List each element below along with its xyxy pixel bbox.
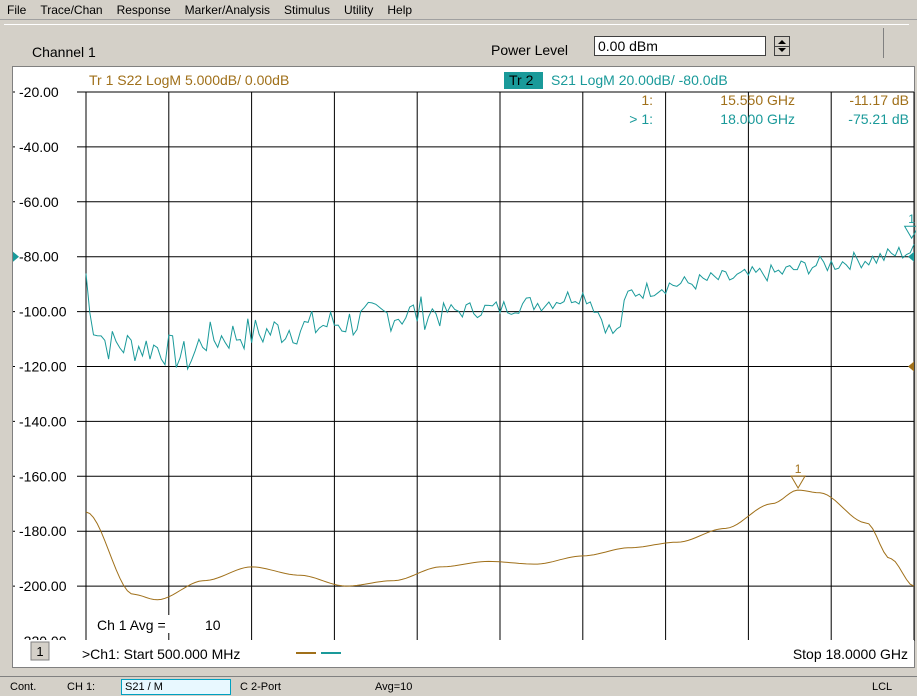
status-trace: S21 / M xyxy=(125,681,163,693)
power-level-label: Power Level xyxy=(491,42,569,58)
marker-triangle-icon[interactable] xyxy=(790,475,806,490)
toolbar-divider-right xyxy=(883,28,884,58)
y-tick-label: -140.00 xyxy=(19,413,67,429)
status-channel: CH 1: xyxy=(67,681,96,693)
ref-arrow-s22-right-icon xyxy=(908,361,914,372)
status-calibration: C 2-Port xyxy=(240,681,281,693)
marker-triangle-icon[interactable] xyxy=(903,225,916,240)
y-tick-label: -120.00 xyxy=(19,359,67,375)
trace-s21-line xyxy=(85,244,915,371)
y-tick-label: -20.00 xyxy=(19,84,59,100)
marker1-flag-label: 1 xyxy=(795,462,802,476)
menu-stimulus[interactable]: Stimulus xyxy=(284,2,331,17)
y-tick-label-bg xyxy=(15,357,77,376)
menu-utility[interactable]: Utility xyxy=(344,2,374,17)
marker2-flag-label: 1 xyxy=(908,212,915,226)
status-trace-box[interactable] xyxy=(121,679,231,695)
marker2-frequency: 18.000 GHz xyxy=(720,111,795,127)
measurement-plot[interactable]: -20.00 -40.00 -60.00 -80.00 -100.00 -120.00 -1… xyxy=(13,67,916,669)
stop-frequency[interactable]: Stop 18.0000 GHz xyxy=(793,646,908,662)
power-level-input[interactable]: 0.00 dBm xyxy=(594,36,766,56)
spin-up-icon[interactable] xyxy=(778,40,786,44)
y-tick-label-bg xyxy=(15,137,77,156)
marker2-id: > 1: xyxy=(629,111,653,127)
y-tick-label-bg xyxy=(15,467,77,486)
y-tick-label-bg xyxy=(15,412,77,431)
plot-grid xyxy=(13,91,915,642)
power-level-spinner[interactable] xyxy=(774,36,790,56)
trace2-box-label: Tr 2 xyxy=(509,72,534,88)
menu-file[interactable]: File xyxy=(7,2,27,17)
y-tick-label: -180.00 xyxy=(19,523,67,539)
y-tick-label: -160.00 xyxy=(19,468,67,484)
spin-down-icon[interactable] xyxy=(778,48,786,52)
avg-label-bg xyxy=(89,615,239,633)
ref-arrow-s21-left-icon xyxy=(13,251,19,262)
y-tick-label: -200.00 xyxy=(19,578,67,594)
toolbar: Channel 1 Power Level 0.00 dBm xyxy=(0,20,917,66)
footer-strip xyxy=(13,640,914,667)
avg-value: 10 xyxy=(205,617,221,633)
trace1-label[interactable]: Tr 1 S22 LogM 5.000dB/ 0.00dB xyxy=(89,72,289,88)
avg-label: Ch 1 Avg = xyxy=(97,617,166,633)
status-local: LCL xyxy=(872,681,893,693)
y-tick-label-bg xyxy=(15,247,77,266)
marker1-id: 1: xyxy=(641,92,653,108)
y-tick-label-bg xyxy=(15,577,77,596)
status-averaging: Avg=10 xyxy=(375,681,413,693)
status-bar: Cont. CH 1: S21 / M C 2-Port Avg=10 LCL xyxy=(0,676,917,696)
ref-arrow-s21-right-icon xyxy=(908,251,914,262)
marker1-value: -11.17 dB xyxy=(849,92,909,108)
trace2-label[interactable]: S21 LogM 20.00dB/ -80.0dB xyxy=(551,72,728,88)
marker1-flag-s22: 1 xyxy=(790,462,806,490)
y-tick-labels: -20.00 -40.00 -60.00 -80.00 -100.00 -120.00 -1… xyxy=(15,83,77,650)
y-tick-label: -40.00 xyxy=(19,139,59,155)
y-tick-label: -100.00 xyxy=(19,304,67,320)
marker1-frequency: 15.550 GHz xyxy=(720,92,795,108)
marker2-value: -75.21 dB xyxy=(848,111,909,127)
toolbar-divider xyxy=(4,24,909,25)
y-tick-label-bg xyxy=(15,522,77,541)
y-tick-label: -80.00 xyxy=(19,249,59,265)
menu-response[interactable]: Response xyxy=(116,2,171,17)
menu-help[interactable]: Help xyxy=(387,2,413,17)
y-tick-label-bg xyxy=(15,302,77,321)
channel-index-box[interactable] xyxy=(30,641,50,661)
y-tick-label-bg xyxy=(15,192,77,211)
status-cont: Cont. xyxy=(10,681,37,693)
marker1-flag-s21: 1 xyxy=(903,212,916,240)
instrument-screen: -20.00 -40.00 -60.00 -80.00 -100.00 -120.00 -1… xyxy=(12,66,916,669)
trace2-active-box[interactable] xyxy=(504,72,543,89)
start-frequency[interactable]: >Ch1: Start 500.000 MHz xyxy=(82,646,240,662)
menu-marker-analysis[interactable]: Marker/Analysis xyxy=(184,2,270,17)
reference-markers xyxy=(13,251,914,372)
channel-index: 1 xyxy=(36,644,43,659)
y-tick-label: -60.00 xyxy=(19,194,59,210)
menu-trace-chan[interactable]: Trace/Chan xyxy=(40,2,103,17)
channel-title: Channel 1 xyxy=(32,44,96,60)
spin-divider xyxy=(775,46,789,47)
menu-bar: File Trace/Chan Response Marker/Analysis… xyxy=(0,0,917,20)
trace-s22-line xyxy=(85,489,915,601)
y-tick-label-bg xyxy=(15,83,77,101)
